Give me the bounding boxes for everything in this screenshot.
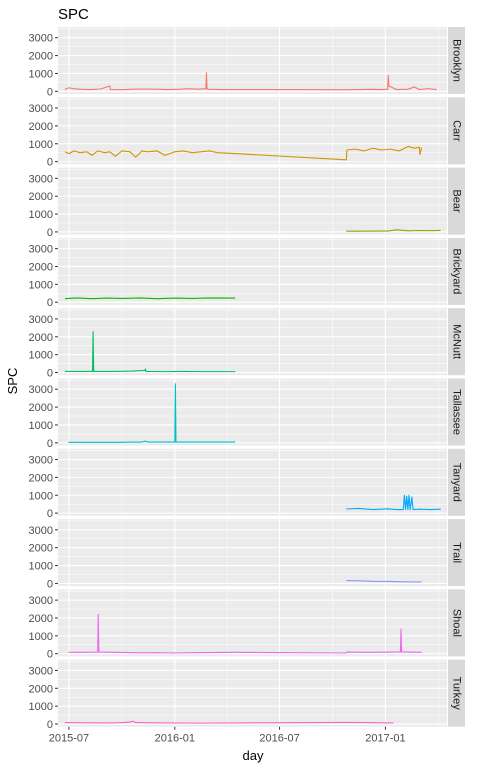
facet-strip (448, 659, 465, 727)
x-tick-label: 2016-01 (155, 733, 195, 745)
y-tick-label: 0 (47, 438, 53, 450)
panel-background (58, 519, 447, 587)
facet-panel-tallassee: 0 1000 2000 3000 Tallassee (29, 378, 465, 450)
series-line-carr (64, 145, 423, 161)
y-tick-label: 2000 (29, 261, 53, 273)
facet-panel-shoal: 0 1000 2000 3000 Shoal (29, 589, 465, 661)
facet-panel-brooklyn: 0 1000 2000 3000 Brooklyn (29, 27, 465, 98)
series-line-brooklyn (64, 72, 437, 91)
y-tick-label: 1000 (29, 701, 53, 713)
facet-panels: 0 1000 2000 3000 Brooklyn 0 1000 2000 3000 Carr 0 1… (29, 27, 465, 731)
facet-strip-label: Tallassee (451, 389, 463, 435)
y-tick-label: 3000 (29, 33, 53, 45)
y-tick-label: 0 (47, 508, 53, 520)
y-tick-label: 2000 (29, 472, 53, 484)
facet-strip-label: Bear (451, 189, 463, 213)
facet-strip (448, 27, 465, 94)
y-tick-label: 2000 (29, 613, 53, 625)
facet-strip-label: Trail (451, 542, 463, 563)
y-tick-label: 2000 (29, 543, 53, 555)
y-tick-label: 2000 (29, 683, 53, 695)
facet-panel-turkey: 0 1000 2000 3000 Turkey (29, 659, 465, 731)
panel-background (58, 448, 447, 516)
y-tick-label: 0 (47, 578, 53, 590)
series-line-tallassee (68, 383, 236, 443)
series-line-bear (346, 229, 441, 232)
facet-strip-label: Turkey (451, 677, 463, 711)
y-tick-label: 1000 (29, 68, 53, 80)
panel-background (58, 659, 447, 727)
panel-background (58, 308, 447, 376)
facet-panel-carr: 0 1000 2000 3000 Carr (29, 97, 465, 169)
y-tick-label: 1000 (29, 631, 53, 643)
y-tick-label: 0 (47, 157, 53, 169)
y-tick-label: 0 (47, 86, 53, 98)
x-tick-label: 2016-07 (259, 733, 299, 745)
panel-background (58, 589, 447, 657)
y-tick-label: 1000 (29, 139, 53, 151)
y-tick-label: 3000 (29, 384, 53, 396)
series-line-shoal (68, 613, 422, 654)
y-tick-label: 2000 (29, 51, 53, 63)
y-tick-label: 3000 (29, 103, 53, 115)
y-tick-label: 3000 (29, 173, 53, 185)
facet-strip (448, 308, 465, 376)
y-tick-label: 3000 (29, 525, 53, 537)
facet-strip-label: Tanyard (451, 463, 463, 502)
y-tick-label: 1000 (29, 490, 53, 502)
facet-panel-mcnutt: 0 1000 2000 3000 McNutt (29, 308, 465, 380)
y-tick-label: 1000 (29, 420, 53, 432)
y-tick-label: 0 (47, 227, 53, 239)
x-axis: 2015-07 2016-01 2016-07 2017-01 (49, 726, 406, 745)
facet-strip (448, 97, 465, 165)
facet-panel-bear: 0 1000 2000 3000 Bear (29, 167, 465, 239)
y-tick-label: 2000 (29, 332, 53, 344)
y-tick-label: 3000 (29, 595, 53, 607)
x-axis-title: day (243, 748, 264, 763)
panel-background (58, 167, 447, 235)
facet-strip (448, 378, 465, 446)
facet-strip (448, 448, 465, 516)
facet-strip (448, 589, 465, 657)
y-tick-label: 2000 (29, 121, 53, 133)
y-tick-label: 2000 (29, 191, 53, 203)
facet-panel-tanyard: 0 1000 2000 3000 Tanyard (29, 448, 465, 520)
chart-title: SPC (58, 6, 89, 23)
x-tick-label: 2017-01 (365, 733, 405, 745)
facet-panel-trail: 0 1000 2000 3000 Trail (29, 519, 465, 590)
y-tick-label: 0 (47, 719, 53, 731)
series-line-brickyard (64, 297, 236, 300)
y-tick-label: 3000 (29, 665, 53, 677)
y-tick-label: 1000 (29, 279, 53, 291)
y-tick-label: 0 (47, 368, 53, 380)
y-tick-label: 2000 (29, 402, 53, 414)
facet-strip-label: Brooklyn (451, 39, 463, 82)
series-line-mcnutt (64, 331, 236, 373)
series-line-tanyard (346, 494, 441, 511)
x-tick-label: 2015-07 (49, 733, 89, 745)
y-tick-label: 1000 (29, 561, 53, 573)
facet-panel-brickyard: 0 1000 2000 3000 Brickyard (29, 237, 465, 309)
y-tick-label: 1000 (29, 350, 53, 362)
facet-strip-label: Brickyard (451, 248, 463, 294)
panel-background (58, 378, 447, 446)
facet-strip (448, 519, 465, 587)
facet-strip-label: Shoal (451, 609, 463, 637)
panel-background (58, 237, 447, 305)
y-tick-label: 3000 (29, 314, 53, 326)
series-line-trail (346, 580, 422, 583)
y-axis-title: SPC (5, 368, 20, 395)
y-tick-label: 0 (47, 649, 53, 661)
y-tick-label: 3000 (29, 455, 53, 467)
facet-strip-label: Carr (451, 120, 463, 142)
series-line-turkey (64, 720, 394, 724)
facet-strip (448, 237, 465, 305)
facet-strip (448, 167, 465, 235)
facet-strip-label: McNutt (451, 324, 463, 359)
y-tick-label: 1000 (29, 209, 53, 221)
y-tick-label: 0 (47, 297, 53, 309)
y-tick-label: 3000 (29, 244, 53, 256)
